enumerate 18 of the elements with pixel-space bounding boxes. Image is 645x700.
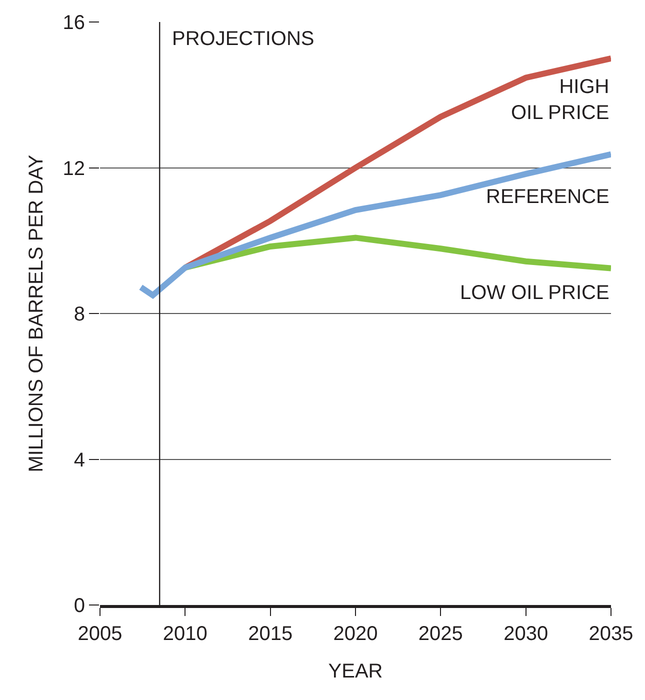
y-tick-label: 16 [62, 12, 85, 34]
x-tick-label: 2015 [248, 622, 293, 645]
x-tick-label: 2030 [504, 622, 548, 645]
x-tick-label: 2010 [162, 622, 208, 645]
series-label: REFERENCE [486, 186, 610, 208]
x-tick-label: 2025 [418, 622, 463, 645]
ref-line-label: PROJECTIONS [172, 28, 314, 50]
y-tick-label: 4 [74, 449, 85, 472]
series-label: LOW OIL PRICE [460, 282, 610, 304]
x-tick-label: 2020 [333, 622, 378, 645]
y-axis-title: MILLIONS OF BARRELS PER DAY [25, 154, 48, 472]
x-tick-label: 2035 [588, 622, 634, 645]
y-tick-label: 0 [74, 595, 85, 617]
x-tick-label: 2005 [78, 622, 122, 645]
x-axis-title: YEAR [328, 660, 383, 682]
y-tick-label: 12 [62, 158, 85, 180]
y-tick-label: 8 [74, 304, 85, 326]
series-label: HIGH OIL PRICE [511, 76, 610, 124]
